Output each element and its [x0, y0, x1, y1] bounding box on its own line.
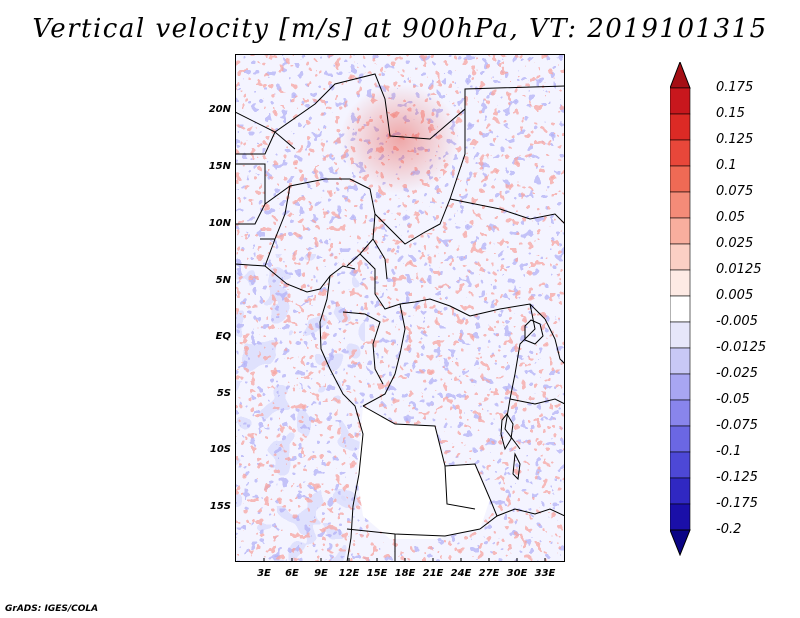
colorbar-label-0125: 0.125	[716, 132, 754, 147]
lon-label-9e: 9E	[314, 568, 328, 579]
colorbar-swatch	[670, 139, 691, 167]
colorbar-label-neg-0175: -0.175	[716, 496, 758, 511]
chart-title: Vertical velocity [m/s] at 900hPa, VT: 2…	[32, 14, 768, 44]
colorbar-label-0005: 0.005	[716, 288, 754, 303]
shaded-field	[235, 54, 565, 562]
map-panel	[235, 54, 565, 562]
colorbar-swatch	[670, 451, 691, 479]
map-frame	[235, 54, 565, 562]
colorbar-swatch	[670, 191, 691, 219]
lon-label-6e: 6E	[285, 568, 299, 579]
lon-label-24e: 24E	[450, 568, 472, 579]
colorbar-swatch	[670, 217, 691, 245]
colorbar-label-0175: 0.175	[716, 80, 754, 95]
colorbar-swatch	[670, 373, 691, 401]
colorbar-label-015: 0.15	[716, 106, 745, 121]
colorbar-swatch	[670, 269, 691, 297]
colorbar-top-arrow	[670, 62, 691, 89]
lat-label-15s: 15S	[209, 501, 231, 512]
colorbar-label-neg-00125: -0.0125	[716, 340, 767, 355]
lon-label-12e: 12E	[338, 568, 360, 579]
lat-label-eq: EQ	[215, 331, 231, 342]
colorbar-label-neg-01: -0.1	[716, 444, 742, 459]
colorbar-label-neg-0125: -0.125	[716, 470, 758, 485]
colorbar-swatch	[670, 425, 691, 453]
colorbar-swatch	[670, 87, 691, 115]
colorbar-swatch	[670, 347, 691, 375]
lat-label-5s: 5S	[216, 388, 231, 399]
colorbar-swatch	[670, 295, 691, 323]
grads-credit: GrADS: IGES/COLA	[5, 604, 99, 614]
colorbar-label-00125: 0.0125	[716, 262, 762, 277]
lon-label-33e: 33E	[534, 568, 556, 579]
colorbar-label-neg-0005: -0.005	[716, 314, 758, 329]
colorbar-swatch	[670, 399, 691, 427]
colorbar-swatch	[670, 113, 691, 141]
colorbar-label-neg-005: -0.05	[716, 392, 750, 407]
lat-label-5n: 5N	[215, 275, 231, 286]
colorbar-label-0025: 0.025	[716, 236, 754, 251]
lon-label-30e: 30E	[506, 568, 528, 579]
colorbar-label-neg-0025: -0.025	[716, 366, 758, 381]
colorbar-swatch	[670, 165, 691, 193]
map-boundaries	[235, 73, 565, 562]
colorbar-swatch	[670, 243, 691, 271]
lat-label-20n: 20N	[208, 104, 231, 115]
colorbar-label-005: 0.05	[716, 210, 745, 225]
colorbar-swatch	[670, 321, 691, 349]
lon-ticks	[263, 558, 546, 562]
colorbar-label-01: 0.1	[716, 158, 737, 173]
colorbar-label-neg-0075: -0.075	[716, 418, 758, 433]
lat-label-15n: 15N	[208, 161, 231, 172]
vertical-velocity-map	[235, 54, 565, 562]
lon-label-15e: 15E	[366, 568, 388, 579]
lon-label-27e: 27E	[478, 568, 500, 579]
colorbar	[670, 62, 691, 556]
colorbar-swatch	[670, 477, 691, 505]
lon-label-21e: 21E	[422, 568, 444, 579]
colorbar-bottom-arrow	[670, 529, 691, 556]
lon-label-18e: 18E	[394, 568, 416, 579]
lat-label-10n: 10N	[208, 218, 231, 229]
lon-label-3e: 3E	[257, 568, 271, 579]
colorbar-label-0075: 0.075	[716, 184, 754, 199]
lat-label-10s: 10S	[209, 444, 231, 455]
colorbar-swatch	[670, 503, 691, 531]
colorbar-label-neg-02: -0.2	[716, 522, 742, 537]
